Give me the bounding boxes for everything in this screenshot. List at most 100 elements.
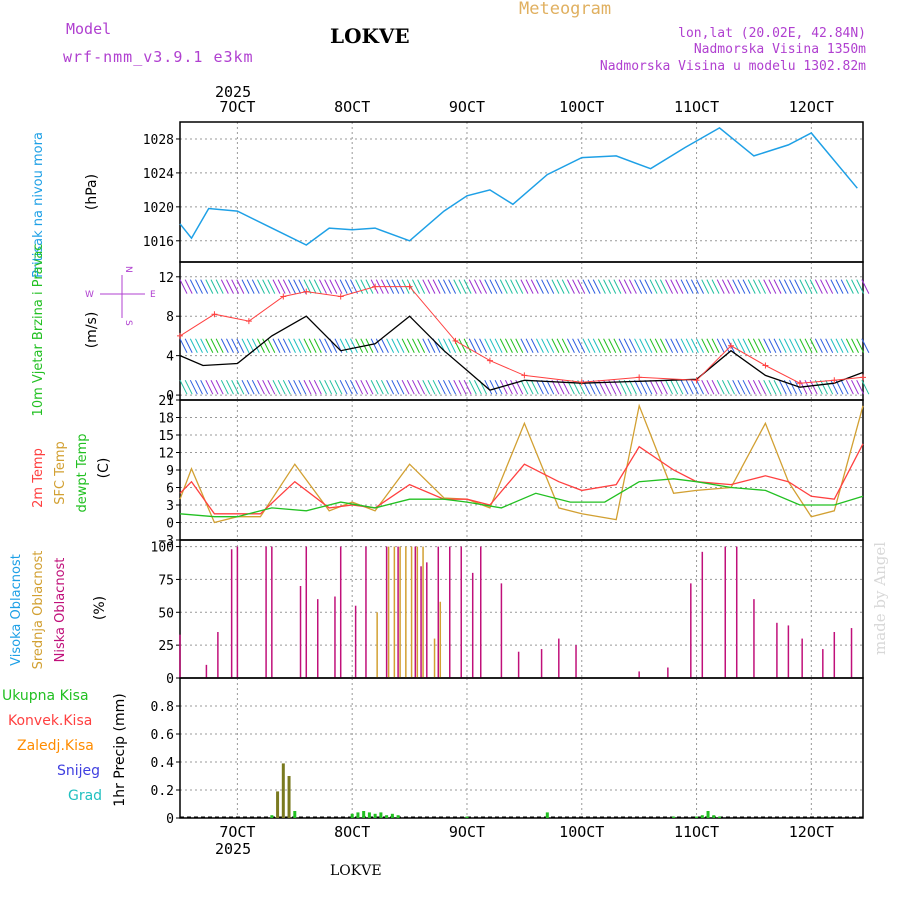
wind-barb [375, 379, 384, 395]
wind-barb [541, 379, 550, 395]
wind-barb [577, 338, 586, 354]
wind-barb [288, 338, 296, 354]
panel-temperature: −3 0 3 6 9 12 15 18 21 [158, 394, 864, 549]
wind-barb [463, 338, 472, 354]
wind-barb [319, 279, 327, 294]
wind-barb [809, 279, 818, 294]
wind-barb [251, 279, 260, 294]
wind-barb [251, 379, 260, 395]
top-day-label: 7OCT [219, 98, 255, 116]
precip-bar [350, 813, 354, 818]
wind-barb [504, 379, 513, 395]
wind-barb [226, 338, 234, 354]
wind-barb [195, 338, 203, 354]
wind-barb [231, 379, 240, 395]
wind-barb [282, 379, 291, 395]
wind-barb [246, 379, 255, 395]
pressure-unit: (hPa) [84, 174, 100, 210]
wind-barb [799, 338, 808, 354]
wind-gust-point [762, 362, 769, 369]
precip-bar [695, 816, 699, 818]
wind-barb [644, 338, 653, 354]
y-tick-label: 0.2 [151, 784, 174, 799]
watermark: made by Angel [871, 542, 889, 655]
wind-barb [220, 338, 229, 354]
wind-barb [427, 279, 436, 294]
wind-gust-point [636, 374, 643, 381]
y-tick-label: 21 [158, 394, 174, 409]
wind-barb [845, 379, 854, 395]
wind-barb [665, 279, 674, 294]
wind-barb [773, 379, 782, 395]
wind-gust-point [486, 357, 493, 364]
wind-barb [835, 279, 844, 294]
wind-barb [515, 338, 524, 354]
wind-barb [422, 279, 431, 294]
wind-barb [685, 379, 694, 395]
wind-barb [412, 338, 420, 354]
wind-barb [690, 338, 699, 354]
wind-barb [665, 379, 674, 395]
legend-grad: Grad [68, 788, 102, 804]
wind-barb [360, 279, 369, 294]
top-day-label: 12OCT [789, 98, 834, 116]
wind-barb [789, 338, 797, 354]
y-tick-label: 3 [166, 499, 174, 514]
wind-barb [448, 338, 457, 354]
wind-barb [639, 338, 648, 354]
wind-barb [246, 279, 255, 294]
wind-barb [752, 338, 761, 354]
wind-barb [747, 279, 756, 294]
precip-bar [281, 763, 285, 818]
wind-barb [608, 279, 617, 294]
panel-frame [179, 539, 864, 679]
wind-barb [458, 279, 467, 294]
wind-gust-point [521, 372, 528, 379]
wind-barb [282, 338, 291, 354]
precip-bar [367, 812, 371, 818]
wind-barb [298, 338, 307, 354]
wind-barb [195, 379, 203, 395]
wind-barb [391, 338, 400, 354]
wind-barb [448, 379, 457, 395]
wind-barb [417, 379, 426, 395]
wind-gust-point [337, 293, 344, 300]
wind-barb [644, 379, 653, 395]
wind-barb [628, 338, 637, 354]
wind-barb [370, 379, 379, 395]
top-day-label: 10OCT [559, 98, 604, 116]
wind-barb [432, 379, 441, 395]
y-tick-label: 12 [158, 271, 174, 286]
wind-barb [479, 279, 488, 294]
wind-barb [530, 279, 539, 294]
wind-barb [825, 338, 834, 354]
panel-wind: 0 4 8 12 [158, 261, 870, 404]
wind-barb [572, 338, 581, 354]
y-tick-label: 75 [158, 573, 174, 588]
wind-barb [732, 379, 741, 395]
precip-bar [356, 812, 360, 818]
wind-barb [587, 338, 596, 354]
wind-barb [701, 379, 710, 395]
wind-barb [654, 379, 663, 395]
wind-barb [711, 279, 720, 294]
y-tick-label: 50 [158, 606, 174, 621]
legend-conv: Konvek.Kisa [8, 713, 92, 729]
wind-barb [468, 279, 477, 294]
wind-barb [675, 379, 684, 395]
wind-barb [210, 279, 219, 294]
wind-barb [437, 379, 446, 395]
wind-barb [752, 279, 761, 294]
wind-barb [628, 279, 637, 294]
wind-barb [231, 338, 240, 354]
wind-barb [412, 379, 420, 395]
wind-barb [701, 338, 710, 354]
top-day-label: 11OCT [674, 98, 719, 116]
wind-barb [773, 279, 782, 294]
wind-barb [422, 379, 431, 395]
wind-barb [365, 379, 374, 395]
compass-w: W [85, 290, 94, 300]
wind-barb [649, 338, 658, 354]
wind-barb [298, 379, 307, 395]
wind-barb [313, 379, 322, 395]
